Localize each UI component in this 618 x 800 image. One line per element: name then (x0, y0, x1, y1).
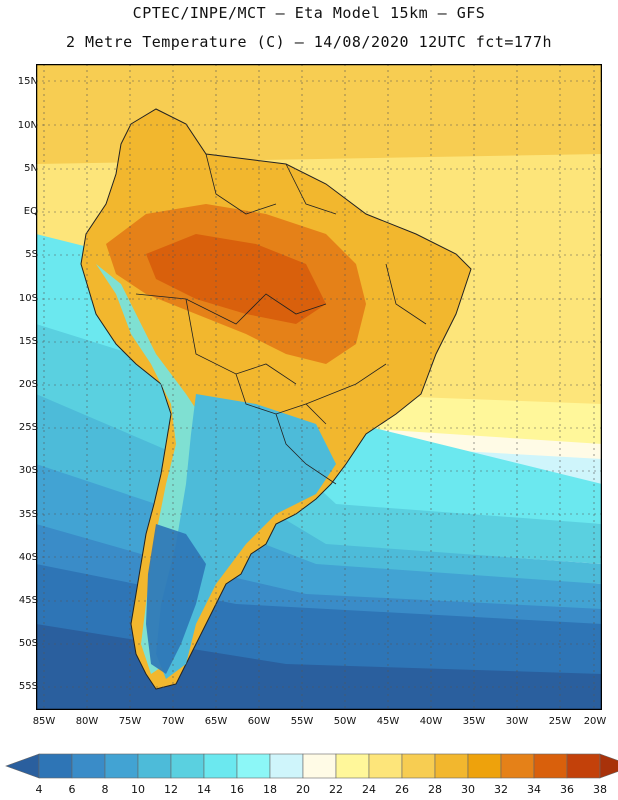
lat-label-15s: 15S (18, 336, 38, 347)
colorbar-label-34: 34 (527, 783, 541, 796)
lat-label-25s: 25S (18, 422, 38, 433)
colorbar-cell (467, 753, 502, 779)
country-borders (135, 153, 427, 485)
colorbar-label-12: 12 (164, 783, 178, 796)
colorbar-label-8: 8 (101, 783, 109, 796)
colorbar-cell (335, 753, 370, 779)
temperature-map (36, 64, 602, 710)
colorbar-arrow-left (5, 753, 40, 779)
colorbar-label-32: 32 (494, 783, 508, 796)
lon-label-80w: 80W (75, 716, 99, 727)
lon-label-50w: 50W (333, 716, 357, 727)
colorbar-arrow-right (599, 753, 618, 779)
lon-label-45w: 45W (376, 716, 400, 727)
graticule (36, 64, 602, 710)
colorbar-label-10: 10 (131, 783, 145, 796)
title-line-1: CPTEC/INPE/MCT – Eta Model 15km – GFS (132, 4, 486, 22)
colorbar-cell (368, 753, 403, 779)
band-blue-1 (36, 464, 602, 614)
lon-label-55w: 55W (290, 716, 314, 727)
colorbar-cell (71, 753, 106, 779)
colorbar-cell (104, 753, 139, 779)
colorbar-label-24: 24 (362, 783, 376, 796)
colorbar-cell (302, 753, 337, 779)
lat-label-40s: 40S (18, 552, 38, 563)
lat-label-15n: 15N (17, 76, 38, 87)
colorbar-label-30: 30 (461, 783, 475, 796)
lon-label-25w: 25W (548, 716, 572, 727)
amazon-hottest (146, 234, 326, 324)
colorbar-label-38: 38 (593, 783, 607, 796)
lon-label-70w: 70W (161, 716, 185, 727)
lon-label-35w: 35W (462, 716, 486, 727)
colorbar-cell (236, 753, 271, 779)
lon-label-75w: 75W (118, 716, 142, 727)
patagonia-cold (146, 524, 206, 674)
lat-label-45s: 45S (18, 595, 38, 606)
colorbar-cell (401, 753, 436, 779)
colorbar-cell (170, 753, 205, 779)
temperature-colorbar (5, 753, 618, 779)
lon-label-60w: 60W (247, 716, 271, 727)
lon-label-40w: 40W (419, 716, 443, 727)
colorbar-cell (38, 753, 73, 779)
southern-cone-cool (156, 394, 336, 679)
lat-label-55s: 55S (18, 681, 38, 692)
lon-label-65w: 65W (204, 716, 228, 727)
lat-label-35s: 35S (18, 509, 38, 520)
lat-label-5s: 5S (25, 249, 38, 260)
lat-label-10n: 10N (17, 120, 38, 131)
title-line-2: 2 Metre Temperature (C) – 14/08/2020 12U… (65, 33, 553, 51)
colorbar-label-16: 16 (230, 783, 244, 796)
colorbar-cell (269, 753, 304, 779)
map-border (36, 64, 602, 710)
lat-label-eq: EQ (23, 206, 38, 217)
lat-label-5n: 5N (24, 163, 38, 174)
colorbar-cell (137, 753, 172, 779)
colorbar-label-18: 18 (263, 783, 277, 796)
colorbar-label-4: 4 (35, 783, 43, 796)
colorbar-label-6: 6 (68, 783, 76, 796)
colorbar-label-22: 22 (329, 783, 343, 796)
colorbar-label-20: 20 (296, 783, 310, 796)
colorbar-label-14: 14 (197, 783, 211, 796)
lon-label-30w: 30W (505, 716, 529, 727)
colorbar-cell (566, 753, 601, 779)
lon-label-20w: 20W (583, 716, 607, 727)
lat-label-20s: 20S (18, 379, 38, 390)
colorbar-label-36: 36 (560, 783, 574, 796)
lon-label-85w: 85W (32, 716, 56, 727)
colorbar-cell (434, 753, 469, 779)
colorbar-label-26: 26 (395, 783, 409, 796)
colorbar-cell (203, 753, 238, 779)
colorbar-cell (533, 753, 568, 779)
band-blue-4 (36, 624, 602, 710)
lat-label-30s: 30S (18, 465, 38, 476)
colorbar-label-28: 28 (428, 783, 442, 796)
lat-label-10s: 10S (18, 293, 38, 304)
lat-label-50s: 50S (18, 638, 38, 649)
colorbar-cell (500, 753, 535, 779)
